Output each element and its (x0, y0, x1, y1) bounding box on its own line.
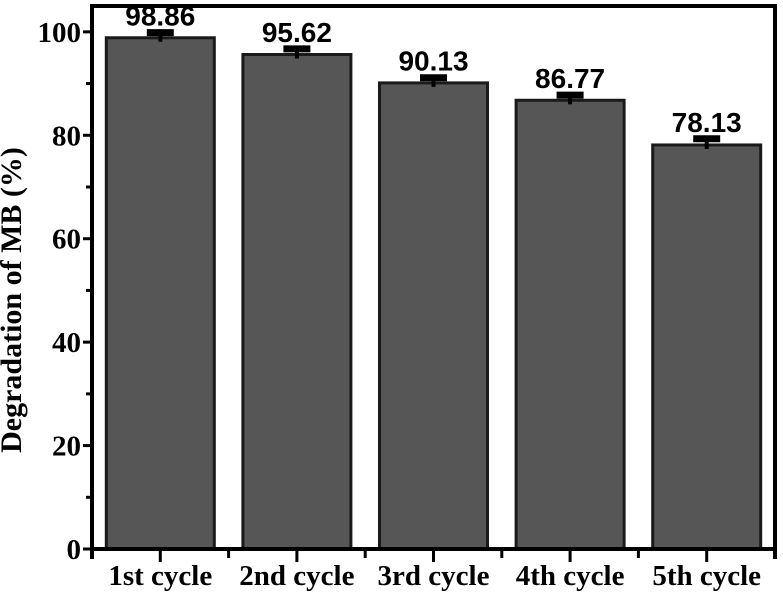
y-tick-label: 0 (67, 534, 82, 566)
x-tick-label: 4th cycle (516, 560, 625, 592)
value-label: 86.77 (535, 63, 605, 94)
y-axis-title: Degradation of MB (%) (0, 147, 28, 453)
value-label: 78.13 (672, 107, 742, 138)
plot-frame (90, 4, 777, 551)
bar (104, 36, 216, 551)
y-tick-label: 20 (52, 431, 81, 463)
y-tick-label: 60 (52, 224, 81, 256)
bar (651, 143, 763, 551)
y-tick-label: 80 (52, 120, 81, 152)
x-tick-label: 1st cycle (108, 560, 212, 592)
bar (241, 53, 353, 551)
x-tick-label: 3rd cycle (378, 560, 490, 592)
x-tick-label: 5th cycle (652, 560, 761, 592)
y-tick-label: 40 (52, 327, 81, 359)
y-tick-label: 100 (38, 17, 82, 49)
bar (378, 81, 489, 551)
x-tick-label: 2nd cycle (239, 560, 354, 592)
value-label: 90.13 (398, 46, 468, 77)
value-label: 95.62 (262, 17, 332, 48)
bar (514, 98, 626, 551)
